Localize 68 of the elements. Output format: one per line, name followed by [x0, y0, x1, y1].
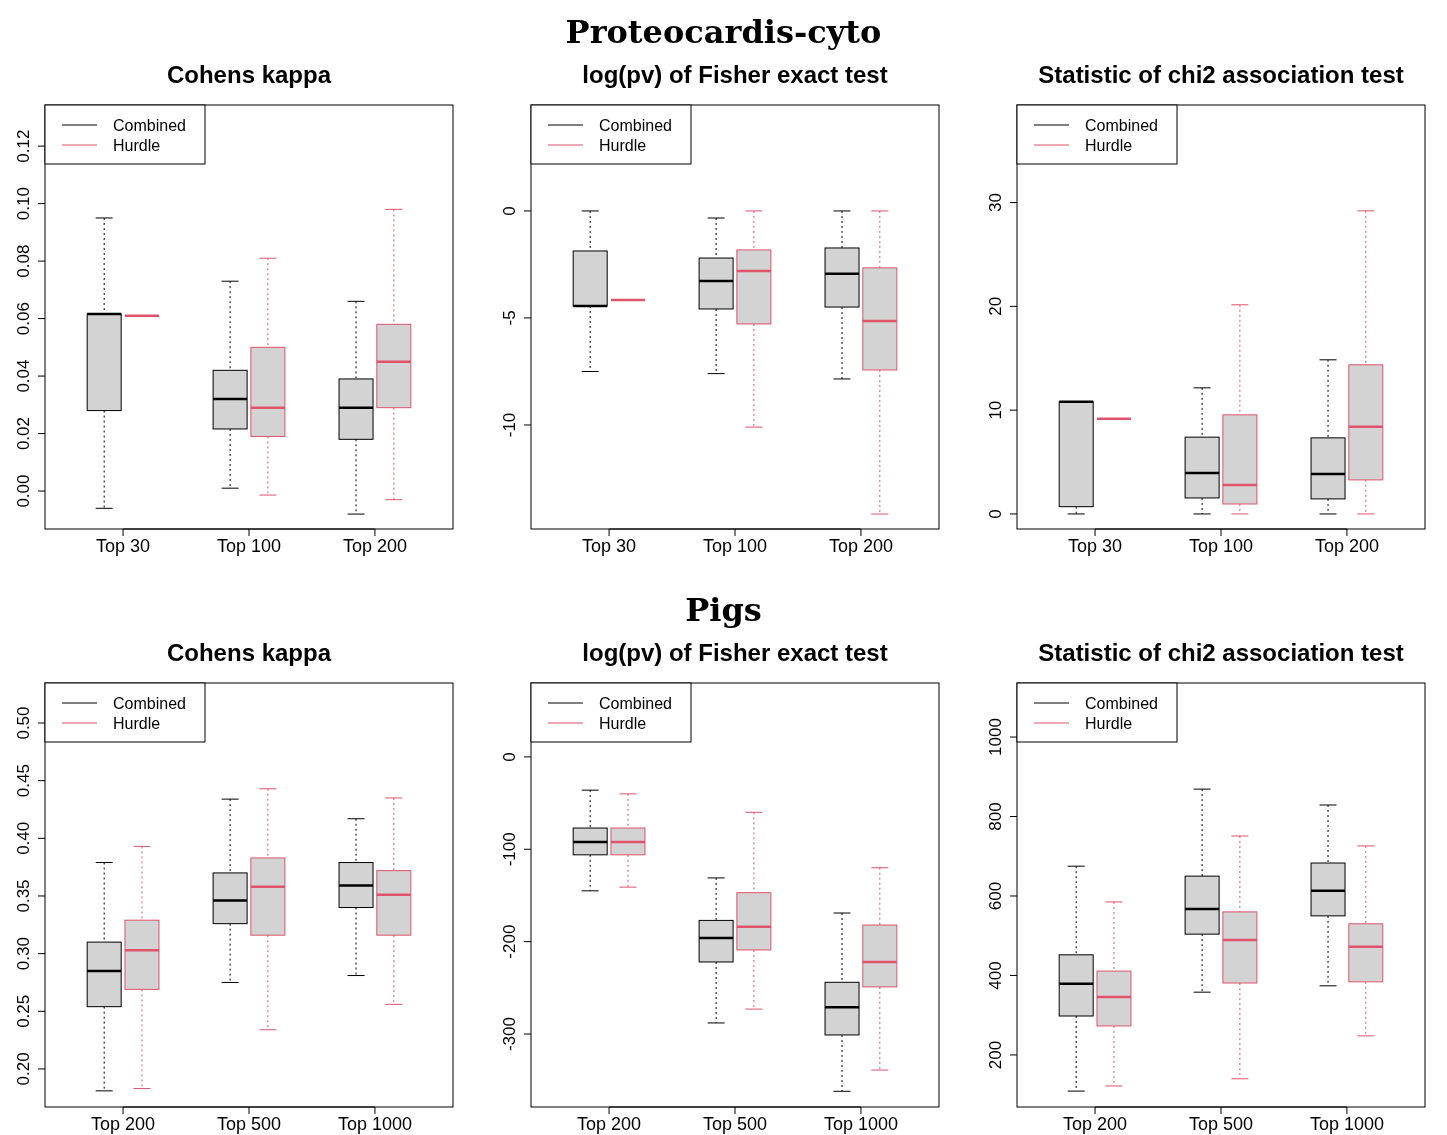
y-tick-label: 0: [500, 206, 519, 216]
y-tick-label: 0.45: [14, 764, 33, 798]
legend-label: Hurdle: [1085, 137, 1133, 154]
chart-title: log(pv) of Fisher exact test: [582, 61, 888, 88]
y-tick-label: 1000: [986, 718, 1005, 756]
x-tick-label: Top 30: [582, 536, 637, 556]
y-tick-label: 0.04: [14, 359, 33, 393]
chart-title: Statistic of chi2 association test: [1038, 639, 1404, 666]
y-tick-label: 20: [986, 296, 1005, 316]
y-tick-label: -100: [500, 832, 519, 867]
x-tick-label: Top 30: [96, 536, 151, 556]
chart-title: Statistic of chi2 association test: [1038, 61, 1404, 88]
y-tick-label: 30: [986, 193, 1005, 213]
x-tick-label: Top 1000: [823, 1114, 898, 1134]
text: Proteocardis-cyto: [565, 13, 882, 51]
chart-title: Cohens kappa: [166, 639, 332, 666]
x-tick-label: Top 30: [1068, 536, 1123, 556]
y-tick-label: 0.00: [14, 474, 33, 508]
y-tick-label: 0.25: [14, 994, 33, 1028]
x-tick-label: Top 1000: [337, 1114, 412, 1134]
legend-label: Combined: [599, 117, 672, 134]
y-tick-label: 600: [986, 881, 1005, 911]
x-tick-label: Top 500: [1188, 1114, 1254, 1134]
x-tick-label: Top 100: [702, 536, 768, 556]
legend-label: Hurdle: [599, 137, 647, 154]
x-tick-label: Top 200: [342, 536, 407, 556]
text: Pigs: [685, 591, 762, 629]
y-tick-label: 0.08: [14, 244, 33, 278]
y-tick-label: 0.10: [14, 187, 33, 221]
y-tick-label: 0.30: [14, 937, 33, 971]
legend-label: Hurdle: [113, 715, 161, 732]
legend-label: Hurdle: [1085, 715, 1133, 732]
x-tick-label: Top 200: [1063, 1114, 1128, 1134]
chart-title: log(pv) of Fisher exact test: [582, 639, 888, 666]
y-tick-label: -200: [500, 924, 519, 959]
y-tick-label: -300: [500, 1017, 519, 1052]
y-tick-label: 0.50: [14, 706, 33, 740]
legend-label: Combined: [1085, 117, 1158, 134]
legend-label: Hurdle: [113, 137, 161, 154]
x-tick-label: Top 200: [1314, 536, 1379, 556]
y-tick-label: 0.20: [14, 1052, 33, 1086]
x-tick-label: Top 100: [1188, 536, 1254, 556]
y-tick-label: 10: [986, 400, 1005, 420]
y-tick-label: 0.12: [14, 129, 33, 163]
x-tick-label: Top 100: [216, 536, 282, 556]
x-tick-label: Top 500: [702, 1114, 768, 1134]
x-tick-label: Top 200: [828, 536, 893, 556]
legend-label: Combined: [599, 695, 672, 712]
x-tick-label: Top 200: [91, 1114, 156, 1134]
legend-label: Combined: [113, 117, 186, 134]
legend-label: Combined: [1085, 695, 1158, 712]
y-tick-label: 0: [500, 752, 519, 762]
y-tick-label: 200: [986, 1040, 1005, 1070]
y-tick-label: 0.40: [14, 821, 33, 855]
y-tick-label: 800: [986, 802, 1005, 831]
y-tick-label: 0.06: [14, 302, 33, 336]
y-tick-label: -5: [500, 310, 519, 326]
x-tick-label: Top 200: [577, 1114, 642, 1134]
y-tick-label: 0: [986, 509, 1005, 519]
legend-label: Hurdle: [599, 715, 647, 732]
x-tick-label: Top 500: [216, 1114, 282, 1134]
x-tick-label: Top 1000: [1309, 1114, 1384, 1134]
y-tick-label: 0.02: [14, 417, 33, 451]
legend-label: Combined: [113, 695, 186, 712]
y-tick-label: -10: [500, 412, 519, 438]
y-tick-label: 0.35: [14, 879, 33, 913]
y-tick-label: 400: [986, 961, 1005, 990]
chart-title: Cohens kappa: [166, 61, 332, 88]
